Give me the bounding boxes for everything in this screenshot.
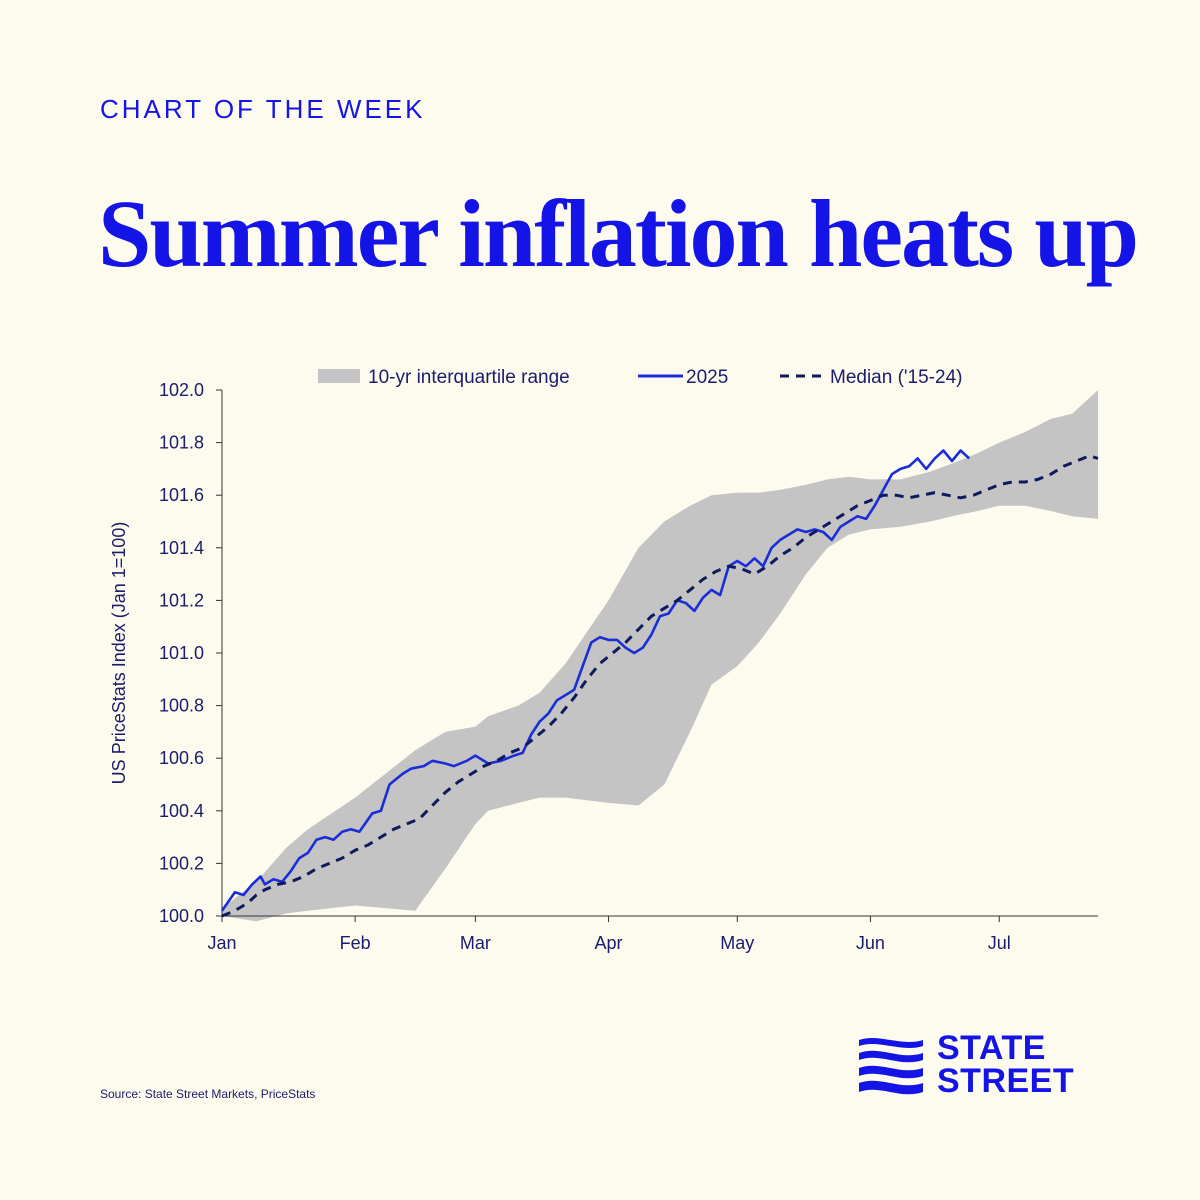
x-tick-label: Apr: [594, 933, 622, 953]
source-note: Source: State Street Markets, PriceStats: [100, 1087, 316, 1101]
y-tick-label: 100.4: [159, 801, 204, 821]
y-tick-label: 100.6: [159, 748, 204, 768]
chart-legend: 10-yr interquartile range 2025 Median ('15…: [318, 367, 962, 388]
legend-label-2025: 2025: [686, 367, 728, 388]
y-tick-label: 101.8: [159, 433, 204, 453]
x-tick-label: Feb: [340, 933, 371, 953]
y-tick-label: 101.0: [159, 643, 204, 663]
legend-label-band: 10-yr interquartile range: [368, 367, 570, 388]
series-2025-line: [220, 449, 971, 912]
x-tick-label: Jan: [207, 933, 236, 953]
legend-swatch-band: [318, 369, 360, 383]
x-tick-label: May: [720, 933, 754, 953]
x-tick-label: Jun: [856, 933, 885, 953]
y-axis-label: US PriceStats Index (Jan 1=100): [109, 522, 129, 785]
y-tick-label: 100.2: [159, 853, 204, 873]
y-tick-label: 101.4: [159, 538, 204, 558]
logo-line-2: STREET: [937, 1062, 1075, 1100]
logo-line-1: STATE: [937, 1029, 1046, 1067]
x-tick-label: Mar: [460, 933, 491, 953]
logo-wordmark: STATE STREET: [937, 1029, 1075, 1100]
y-tick-label: 100.8: [159, 696, 204, 716]
y-tick-label: 100.0: [159, 906, 204, 926]
eyebrow-label: CHART OF THE WEEK: [100, 94, 426, 124]
page-title: Summer inflation heats up: [98, 180, 1139, 287]
legend-label-median: Median ('15-24): [830, 367, 962, 388]
interquartile-band: [222, 390, 1098, 922]
series-layer: [220, 449, 1099, 918]
x-tick-label: Jul: [988, 933, 1011, 953]
y-tick-label: 102.0: [159, 380, 204, 400]
state-street-logo: STATE STREET: [857, 1029, 1107, 1102]
state-street-wave-icon: [859, 1037, 923, 1095]
y-tick-label: 101.2: [159, 590, 204, 610]
axes-layer: 100.0 100.2 100.4 100.6 100.8 101.0 101.2 101.4…: [159, 380, 1098, 953]
y-tick-label: 101.6: [159, 485, 204, 505]
band-layer: [222, 390, 1098, 922]
